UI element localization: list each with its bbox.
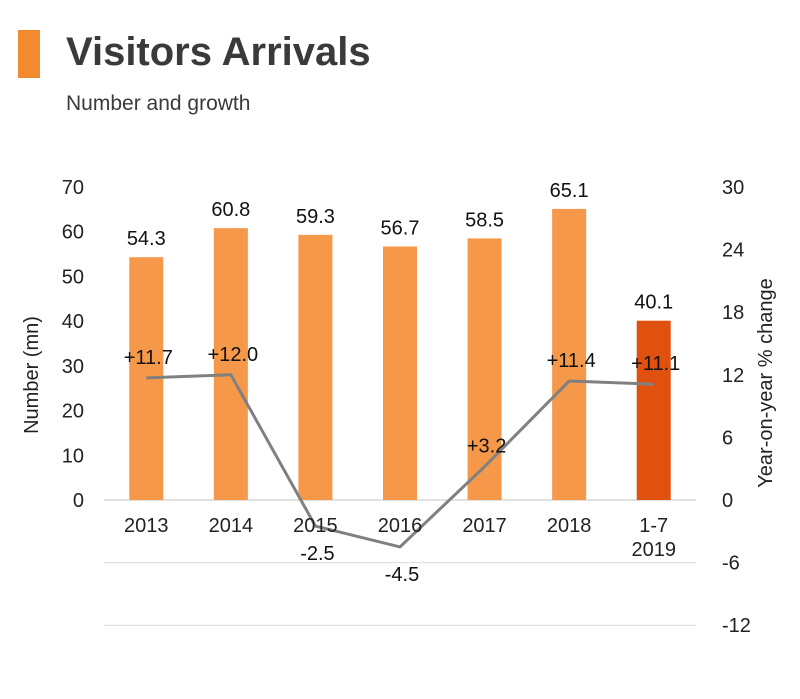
- x-axis-tick-label-line: 2013: [124, 515, 169, 537]
- x-axis-tick-label: 2018: [547, 515, 592, 537]
- growth-value-label: +3.2: [467, 436, 506, 458]
- x-axis-tick-label-line: 1-7: [639, 515, 668, 537]
- right-axis-title: Year-on-year % change: [755, 278, 777, 487]
- bar-value-label: 60.8: [211, 199, 250, 221]
- left-axis-tick-label: 0: [73, 490, 84, 512]
- right-axis-tick-label: 30: [722, 177, 744, 199]
- right-axis-tick-label: -6: [722, 553, 740, 575]
- x-axis-tick-label-line: 2019: [631, 539, 676, 561]
- chart-subtitle: Number and growth: [66, 92, 251, 115]
- x-axis: 2013 2014 2015 2016 2017 2018 1-7 2019: [124, 515, 676, 561]
- growth-value-label: -4.5: [385, 564, 419, 586]
- right-axis-tick-label: 24: [722, 240, 744, 262]
- bar: [383, 246, 417, 500]
- growth-line: [146, 373, 654, 549]
- bar-value-label: 58.5: [465, 209, 504, 231]
- left-axis: 0 10 20 30 40 50 60 70: [62, 177, 84, 512]
- x-axis-tick-label: 2015: [293, 515, 338, 537]
- bar-series: [129, 208, 671, 500]
- growth-value-label: +11.1: [631, 353, 680, 375]
- growth-value-label: +11.7: [124, 347, 173, 369]
- growth-value-label: +11.4: [547, 350, 596, 372]
- bar-value-label: 59.3: [296, 206, 335, 228]
- left-axis-tick-label: 40: [62, 311, 84, 333]
- bar-value-label: 40.1: [634, 292, 673, 314]
- x-axis-tick-label: 2014: [209, 515, 254, 537]
- x-axis-tick-label-line: 2014: [209, 515, 254, 537]
- x-axis-tick-label: 2016: [378, 515, 423, 537]
- growth-value-label: +12.0: [208, 344, 259, 366]
- growth-line-series: [146, 373, 654, 549]
- right-axis-tick-label: 18: [722, 302, 744, 324]
- left-axis-tick-label: 30: [62, 356, 84, 378]
- x-axis-tick-label-line: 2016: [378, 515, 423, 537]
- x-axis-tick-label: 1-7 2019: [631, 515, 676, 561]
- bar: [636, 320, 671, 500]
- bar: [298, 234, 333, 500]
- growth-value-label: -2.5: [300, 543, 334, 565]
- x-axis-tick-label: 2017: [462, 515, 507, 537]
- right-axis: -12 -6 0 6 12 18 24 30: [722, 177, 751, 637]
- right-axis-tick-label: 0: [722, 490, 733, 512]
- left-axis-tick-label: 50: [62, 266, 84, 288]
- data-labels: 54.3 60.8 59.3 56.7 58.5 65.1 40.1 +11.7 +12.0 -2…: [124, 180, 681, 586]
- left-axis-tick-label: 70: [62, 177, 84, 199]
- bar: [552, 208, 587, 500]
- bar-value-label: 56.7: [381, 217, 420, 239]
- bar: [213, 228, 248, 500]
- x-axis-tick-label-line: 2018: [547, 515, 592, 537]
- left-axis-title: Number (mn): [21, 316, 43, 434]
- right-axis-tick-label: 12: [722, 365, 744, 387]
- right-axis-tick-label: -12: [722, 615, 751, 637]
- right-axis-tick-label: 6: [722, 427, 733, 449]
- x-axis-tick-label: 2013: [124, 515, 169, 537]
- left-axis-tick-label: 10: [62, 445, 84, 467]
- bar-value-label: 54.3: [127, 228, 166, 250]
- chart-title: Visitors Arrivals: [66, 30, 371, 74]
- left-axis-tick-label: 20: [62, 401, 84, 423]
- bar-value-label: 65.1: [550, 180, 589, 202]
- title-accent-bar: [18, 30, 40, 78]
- x-axis-tick-label-line: 2015: [293, 515, 338, 537]
- left-axis-tick-label: 60: [62, 222, 84, 244]
- x-axis-tick-label-line: 2017: [462, 515, 507, 537]
- bar: [467, 238, 502, 500]
